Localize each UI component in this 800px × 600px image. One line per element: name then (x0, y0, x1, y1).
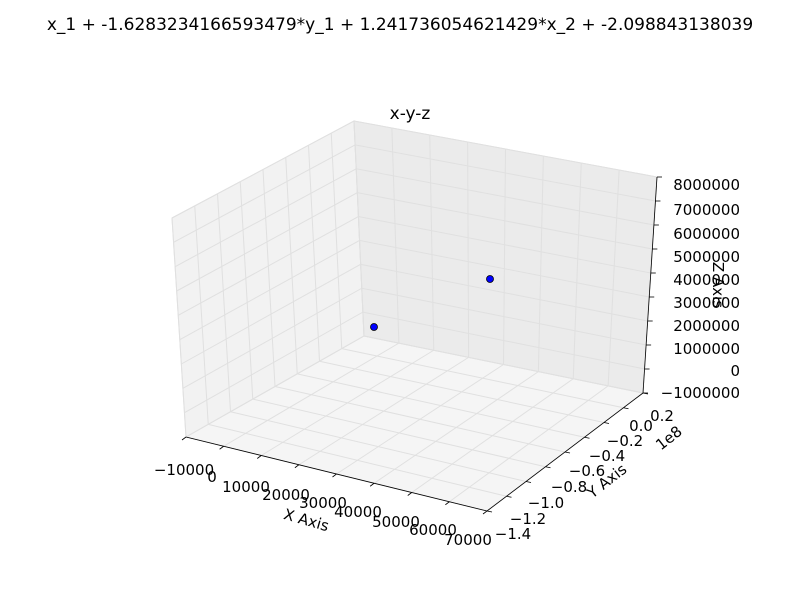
y-tick (506, 495, 512, 498)
y-tick-label: −0.2 (607, 432, 643, 450)
grid-line-x-wall (537, 155, 544, 372)
scatter-point (486, 275, 494, 283)
y-tick (623, 407, 629, 410)
figure-suptitle: x_1 + -1.6283234166593479*y_1 + 1.241736… (47, 15, 753, 35)
grid-line-z (179, 239, 650, 341)
y-tick-label: 0.0 (629, 417, 653, 435)
grid-line-y (230, 411, 527, 482)
scatter-point (370, 323, 378, 331)
grid-line-z (174, 168, 654, 268)
x-tick (219, 445, 224, 450)
grid-line-z (176, 192, 653, 292)
y-tick-label: −0.6 (569, 462, 605, 480)
z-axis-ticks: −1000000 0 1000000 2000000 3000000 4000000 500… (643, 176, 740, 402)
x-tick (181, 436, 187, 441)
x-tick-label: 0 (207, 468, 217, 486)
grid-line-x-wall (467, 141, 470, 358)
x-tick-label: −10000 (154, 461, 214, 479)
y-tick-label: −0.8 (551, 478, 587, 496)
z-tick-label: −1000000 (661, 384, 740, 402)
grid-line-y-wall (285, 157, 298, 374)
z-tick-label: 7000000 (673, 201, 740, 219)
y-tick (564, 451, 571, 454)
grid-line-y-wall (217, 193, 231, 412)
grid-line-z (177, 216, 651, 316)
grid-line-y (252, 398, 546, 468)
z-axis-line (642, 176, 658, 394)
grid-line-y (208, 423, 507, 497)
y-tick-label: −1.2 (510, 510, 546, 528)
z-tick-label: 0 (730, 362, 740, 380)
y-tick-label: −0.4 (589, 447, 625, 465)
grid-line-z (182, 287, 647, 389)
z-tick-label: 1000000 (673, 340, 740, 358)
x-axis-ticks: −100000 100002000030000400005000060000700… (154, 436, 492, 549)
x-tick (294, 464, 300, 469)
grid-line-y-wall (239, 181, 254, 400)
x-tick-label: 30000 (299, 494, 347, 512)
x-tick (332, 473, 337, 478)
y-tick (545, 466, 551, 469)
grid-line-z (171, 120, 658, 219)
x-tick (482, 510, 488, 515)
grid-line-y-wall (171, 217, 187, 438)
z-tick-label: 4000000 (673, 271, 740, 289)
grid-line-y-wall (330, 133, 343, 349)
z-axis-label: Z Axis (709, 262, 727, 308)
x-tick (369, 482, 375, 487)
y-tick (603, 422, 610, 424)
z-tick-label: 3000000 (673, 294, 740, 312)
x-tick-label: 10000 (222, 478, 270, 496)
x-tick-label: 70000 (444, 531, 492, 549)
y-axis-ticks: −1.4−1.2−1.0−0.8−0.6−0.4−0.20.00.2 (486, 392, 674, 543)
grid-line-y-wall (308, 145, 320, 362)
grid-line-x-wall (607, 169, 620, 386)
x-tick (407, 492, 412, 496)
grid-lines (171, 120, 658, 512)
y-tick-label: −1.0 (528, 494, 564, 512)
grid-line-z (181, 263, 648, 365)
z-tick-label: 2000000 (673, 317, 740, 335)
x-tick-label: 20000 (262, 486, 310, 504)
y-tick-label: 0.2 (650, 407, 674, 425)
grid-line-x-wall (572, 162, 582, 379)
x-tick (257, 455, 262, 459)
grid-line-y (274, 386, 566, 453)
grid-line-y-wall (194, 205, 209, 425)
z-tick-label: 8000000 (673, 176, 740, 194)
y-tick (486, 510, 493, 513)
y-axis-offset-label: 1e8 (652, 422, 685, 454)
axis-panes (171, 120, 658, 512)
x-tick-label: 60000 (409, 521, 457, 539)
grid-line-y (297, 373, 585, 438)
grid-line-x-wall (429, 134, 435, 351)
grid-line-y-wall (353, 120, 365, 337)
grid-line-y (319, 360, 605, 423)
grid-line-x-wall (391, 127, 400, 344)
grid-line-z (184, 311, 645, 414)
y-tick (584, 436, 590, 439)
z-tick-label: 5000000 (673, 248, 740, 266)
x-tick-label: 40000 (334, 503, 382, 521)
scatter-points (370, 275, 494, 331)
grid-line-y-wall (262, 169, 276, 387)
x-tick-label: 50000 (372, 513, 420, 531)
grid-line-y (341, 348, 624, 409)
grid-line-z (185, 335, 644, 438)
grid-line-x-wall (503, 148, 506, 365)
z-tick-label: 6000000 (673, 225, 740, 243)
chart-title: x-y-z (390, 104, 431, 124)
x-tick (445, 501, 450, 506)
y-tick (525, 481, 532, 483)
grid-line-z (173, 144, 656, 243)
y-tick-label: −1.4 (495, 525, 531, 543)
